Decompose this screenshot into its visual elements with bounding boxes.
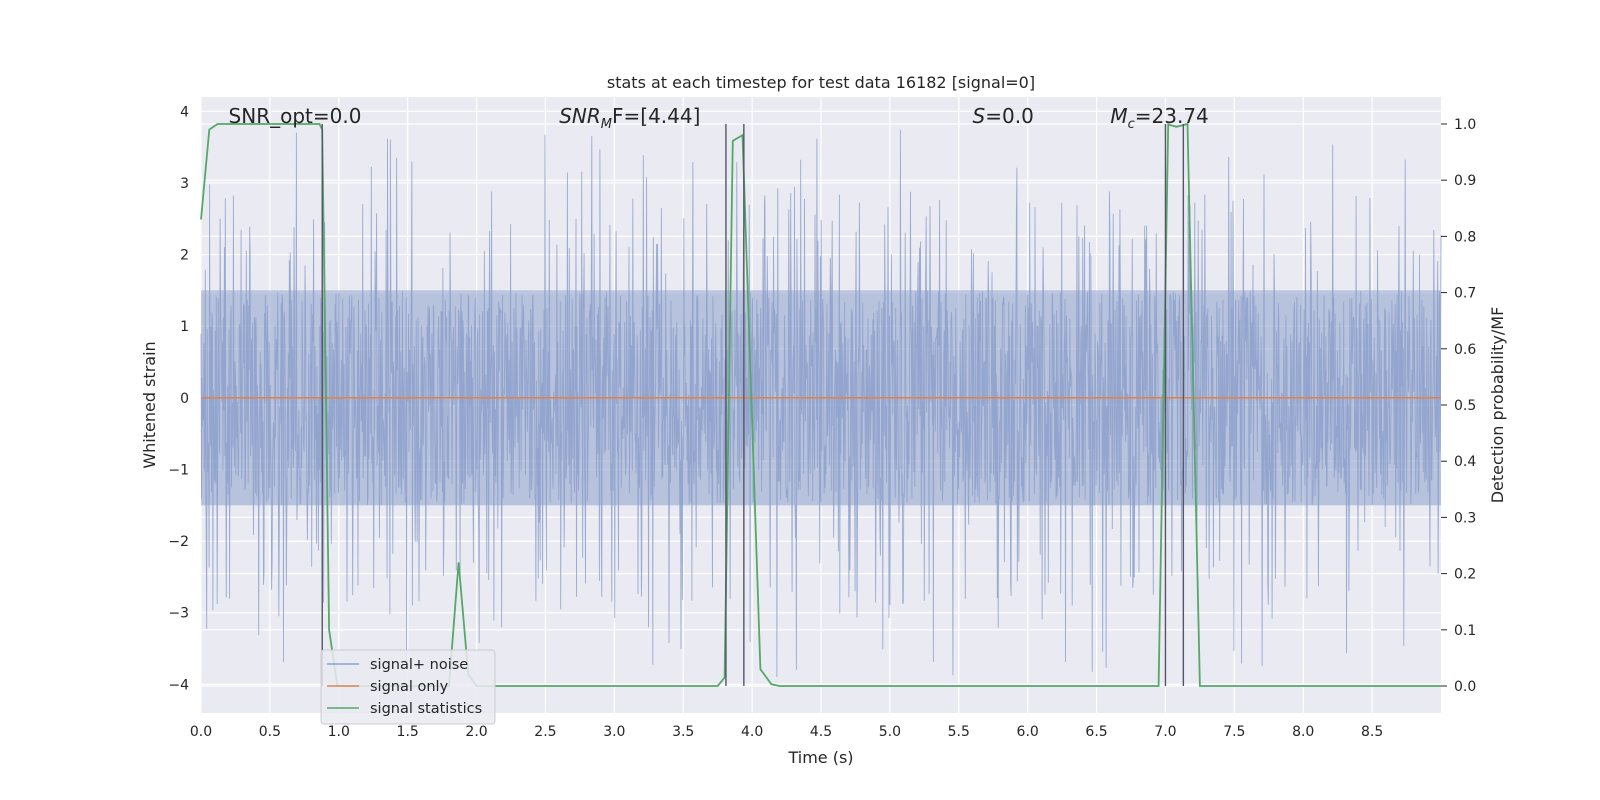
x-tick-label: 8.0 [1292, 724, 1314, 740]
annotation-text: S=0.0 [973, 104, 1034, 128]
y2-tick-label: 1.0 [1454, 117, 1476, 133]
y-axis-label: Whitened strain [140, 341, 159, 468]
x-tick-label: 7.5 [1223, 724, 1245, 740]
y2-tick-label: 0.9 [1454, 173, 1476, 189]
y-tick-label: 1 [180, 319, 189, 335]
x-tick-label: 6.5 [1085, 724, 1107, 740]
x-tick-label: 2.0 [465, 724, 487, 740]
y2-tick-label: 0.0 [1454, 679, 1476, 695]
y2-tick-label: 0.1 [1454, 623, 1476, 639]
x-tick-label: 7.0 [1154, 724, 1176, 740]
y2-tick-label: 0.6 [1454, 342, 1476, 358]
x-tick-label: 1.0 [328, 724, 350, 740]
annotation-text: SNR_opt=0.0 [229, 104, 362, 128]
y2-tick-label: 0.2 [1454, 567, 1476, 583]
legend-label-signal-statistics: signal statistics [370, 701, 482, 717]
y-tick-label: 3 [180, 176, 189, 192]
y-tick-label: −2 [168, 534, 189, 550]
y2-tick-label: 0.8 [1454, 229, 1476, 245]
y2-axis-ticks: 1.0 0.9 0.8 0.7 0.6 0.5 0.4 0.3 0.2 0.1 0.0 [1441, 117, 1476, 695]
y2-tick-label: 0.4 [1454, 454, 1476, 470]
legend: signal+ noise signal only signal statist… [320, 649, 496, 725]
x-tick-label: 4.0 [741, 724, 763, 740]
annotation-text: SNRMF=[4.44] [559, 104, 700, 132]
x-tick-label: 5.0 [879, 724, 901, 740]
x-tick-label: 5.5 [948, 724, 970, 740]
legend-box [320, 649, 496, 725]
y2-tick-label: 0.3 [1454, 510, 1476, 526]
x-tick-label: 3.5 [672, 724, 694, 740]
x-tick-label: 2.5 [534, 724, 556, 740]
x-tick-label: 0.5 [259, 724, 281, 740]
x-tick-label: 8.5 [1361, 724, 1383, 740]
y-axis-ticks: 4 3 2 1 0 −1 −2 −3 −4 [168, 104, 189, 693]
y2-tick-label: 0.7 [1454, 286, 1476, 302]
x-tick-label: 3.0 [603, 724, 625, 740]
y-tick-label: 4 [180, 104, 189, 120]
x-tick-label: 0.0 [190, 724, 212, 740]
y-tick-label: −1 [168, 462, 189, 478]
legend-label-signal-only: signal only [370, 679, 449, 695]
y-tick-label: 2 [180, 248, 189, 264]
x-axis-label: Time (s) [787, 748, 853, 767]
x-axis-ticks: 0.0 0.5 1.0 1.5 2.0 2.5 3.0 3.5 4.0 4.5 5.0 5.5 6.0 6… [190, 724, 1383, 740]
x-tick-label: 6.0 [1017, 724, 1039, 740]
noise-trace [200, 129, 1442, 678]
chart-title: stats at each timestep for test data 161… [607, 73, 1035, 92]
vertical-markers [321, 123, 1185, 687]
annotation-text: Mc=23.74 [1110, 104, 1208, 132]
annotations: SNR_opt=0.0 SNRMF=[4.44] S=0.0 Mc=23.74 [229, 104, 1209, 132]
y-tick-label: −4 [168, 677, 189, 693]
y-tick-label: 0 [180, 391, 189, 407]
y-tick-label: −3 [168, 606, 189, 622]
y2-tick-label: 0.5 [1454, 398, 1476, 414]
x-tick-label: 1.5 [397, 724, 419, 740]
x-tick-label: 4.5 [810, 724, 832, 740]
legend-label-signal-plus-noise: signal+ noise [370, 657, 468, 673]
y2-axis-label: Detection probability/MF [1488, 307, 1507, 504]
